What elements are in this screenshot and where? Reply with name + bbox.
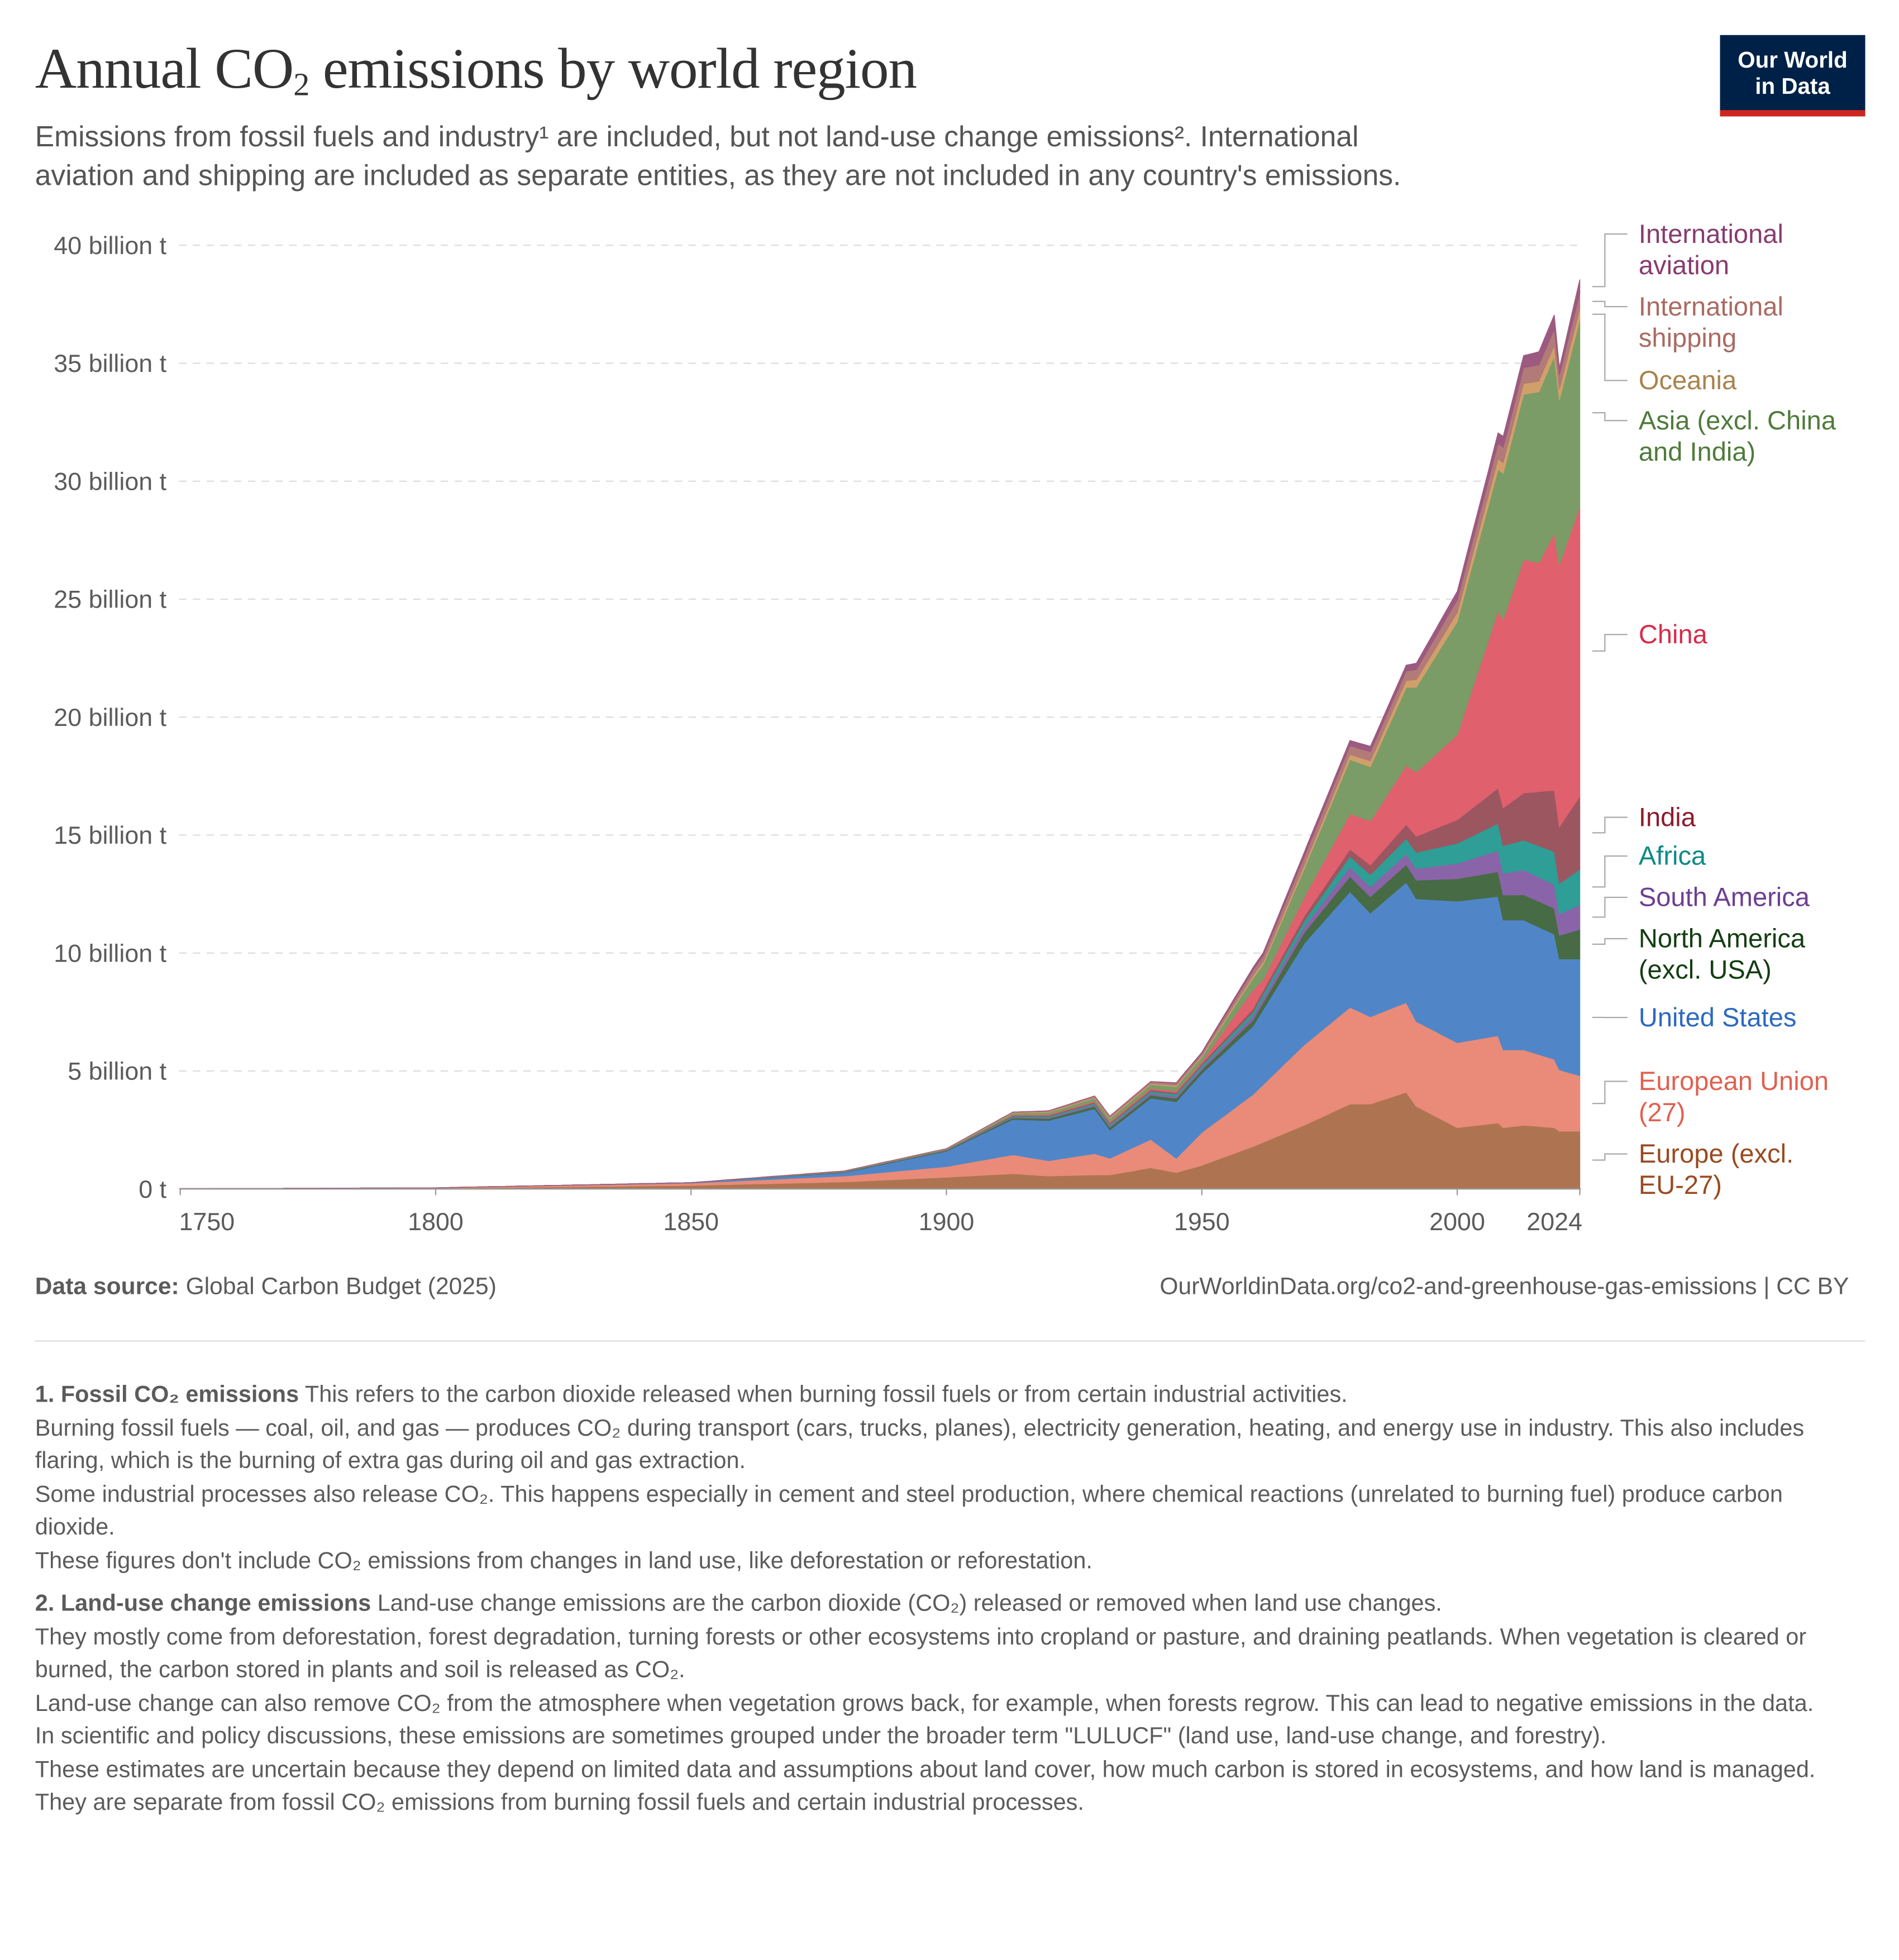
x-tick-label: 2000 (1429, 1208, 1485, 1236)
series-label-line: (27) (1638, 1098, 1686, 1128)
footnote: 1. Fossil CO₂ emissions This refers to t… (35, 1378, 1850, 1577)
footnote-line: In scientific and policy discussions, th… (35, 1722, 1607, 1749)
y-tick-label: 30 billion t (54, 467, 166, 495)
series-label-line: International (1638, 220, 1783, 250)
footnote-lead: This refers to the carbon dioxide releas… (299, 1380, 1348, 1407)
x-tick-label: 1950 (1174, 1208, 1230, 1236)
series-label-line: North America (1638, 925, 1806, 954)
series-label-line: China (1638, 620, 1707, 650)
y-tick-label: 20 billion t (54, 704, 166, 732)
y-tick-label: 15 billion t (54, 821, 166, 849)
series-label-line: South America (1638, 883, 1810, 912)
series-label[interactable]: Oceania (1639, 365, 1736, 396)
series-label[interactable]: China (1639, 619, 1707, 651)
label-connector (1592, 634, 1628, 652)
series-label-line: Europe (excl. (1638, 1140, 1794, 1169)
series-label[interactable]: North America (excl. USA) (1639, 924, 1805, 986)
series-label[interactable]: Africa (1639, 841, 1706, 872)
series-label[interactable]: International aviation (1639, 219, 1783, 281)
footnote-title: 1. Fossil CO₂ emissions (35, 1380, 299, 1407)
series-label-line: Asia (excl. China (1638, 407, 1836, 436)
label-connector (1592, 938, 1628, 945)
footnote: 2. Land-use change emissions Land-use ch… (35, 1587, 1850, 1819)
x-tick-label: 2024 (1526, 1208, 1582, 1236)
label-connector (1592, 1081, 1628, 1105)
label-connector (1592, 233, 1628, 288)
area-international-aviation (180, 279, 1581, 1189)
subtitle: Emissions from fossil fuels and industry… (35, 120, 1401, 192)
x-tick-label: 1750 (179, 1208, 235, 1236)
footnote-title: 2. Land-use change emissions (35, 1589, 371, 1616)
footnote-line: These figures don't include CO₂ emission… (35, 1546, 1092, 1573)
label-connector (1592, 896, 1628, 918)
x-tick-label: 1900 (919, 1208, 975, 1236)
series-label[interactable]: India (1639, 802, 1696, 834)
series-label-line: Oceania (1638, 366, 1737, 396)
label-connector (1592, 412, 1628, 422)
series-label-line: United States (1638, 1003, 1797, 1033)
data-source: Data source: Global Carbon Budget (2025) (35, 1274, 497, 1301)
footnote-line: Land-use change can also remove CO₂ from… (35, 1689, 1814, 1715)
y-tick-label: 35 billion t (54, 350, 166, 377)
y-tick-label: 25 billion t (54, 586, 166, 614)
y-tick-label: 40 billion t (54, 232, 166, 260)
series-label-line: shipping (1638, 324, 1737, 353)
series-label[interactable]: International shipping (1639, 291, 1783, 354)
series-label-line: (excl. USA) (1638, 956, 1772, 985)
series-label-line: European Union (1638, 1067, 1829, 1097)
x-tick-label: 1800 (408, 1208, 464, 1236)
label-connector (1592, 816, 1628, 834)
footnote-lead: Land-use change emissions are the carbon… (371, 1589, 1442, 1616)
series-label[interactable]: United States (1639, 1002, 1797, 1034)
series-label[interactable]: Asia (excl. China and India) (1639, 405, 1836, 468)
page-title: Annual CO2 emissions by world region (35, 36, 917, 103)
x-tick-label: 1850 (663, 1208, 719, 1236)
y-tick-label: 0 t (139, 1175, 166, 1203)
series-label-line: and India) (1638, 438, 1756, 467)
footnote-line: These estimates are uncertain because th… (35, 1755, 1816, 1782)
series-label-line: International (1638, 293, 1783, 322)
owid-logo[interactable]: Our World in Data (1720, 35, 1865, 117)
stacked-area-chart: 0 t 5 billion t 10 billion t 15 billion t 20… (54, 232, 1628, 1236)
series-label[interactable]: Europe (excl. EU-27) (1639, 1139, 1793, 1202)
series-label-line: EU-27) (1638, 1171, 1722, 1201)
series-label-line: Africa (1638, 842, 1706, 871)
footnotes: 1. Fossil CO₂ emissions This refers to t… (35, 1378, 1850, 1829)
footnote-line: Some industrial processes also release C… (35, 1480, 1783, 1540)
label-connector (1592, 1153, 1628, 1161)
divider (35, 1340, 1865, 1342)
series-label[interactable]: European Union (27) (1639, 1067, 1829, 1129)
series-label-line: India (1638, 803, 1696, 833)
y-tick-label: 10 billion t (54, 939, 166, 967)
footnote-line: They are separate from fossil CO₂ emissi… (35, 1788, 1084, 1815)
footnote-line: Burning fossil fuels — coal, oil, and ga… (35, 1413, 1805, 1474)
label-connector (1592, 313, 1628, 381)
source-url-link[interactable]: OurWorldinData.org/co2-and-greenhouse-ga… (1160, 1274, 1849, 1301)
footnote-line: They mostly come from deforestation, for… (35, 1622, 1807, 1682)
label-connector (1592, 300, 1628, 308)
y-tick-label: 5 billion t (68, 1058, 166, 1086)
label-connector (1592, 855, 1628, 888)
series-label[interactable]: South America (1639, 882, 1810, 914)
series-label-line: aviation (1638, 251, 1730, 281)
